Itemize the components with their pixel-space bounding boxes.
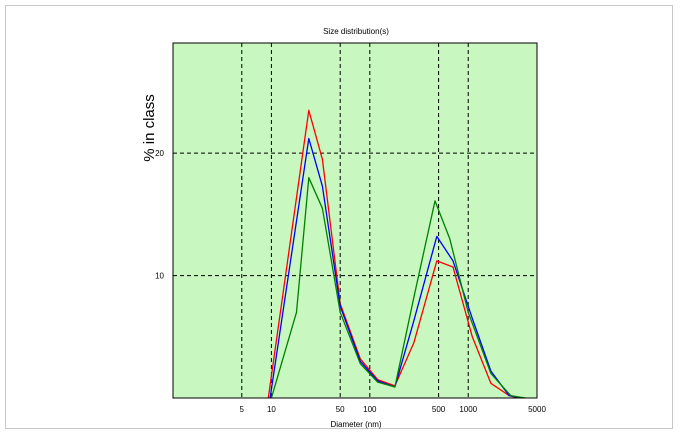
x-tick-label: 10 (267, 405, 276, 414)
series-line-3 (270, 177, 526, 399)
plot-border (172, 42, 538, 399)
x-tick-label: 100 (363, 405, 377, 414)
x-tick-label: 50 (336, 405, 345, 414)
grid-lines (173, 43, 537, 398)
y-tick-label: 10 (155, 272, 164, 281)
x-axis-label: Diameter (nm) (330, 420, 381, 429)
series-group (267, 109, 526, 399)
plot-area (172, 42, 538, 399)
y-axis-label: % in class (141, 94, 158, 162)
x-tick-label: 1000 (459, 405, 477, 414)
chart-title: Size distribution(s) (323, 27, 389, 36)
series-line-2 (269, 137, 522, 399)
x-tick-label: 5 (240, 405, 245, 414)
x-tick-label: 5000 (528, 405, 546, 414)
x-tick-label: 500 (432, 405, 446, 414)
series-line-1 (267, 109, 519, 399)
y-tick-label: 20 (155, 149, 164, 158)
x-axis-ticks: 5 10 50 100 500 1000 5000 (240, 405, 547, 414)
y-axis-ticks: 10 20 (155, 149, 164, 280)
